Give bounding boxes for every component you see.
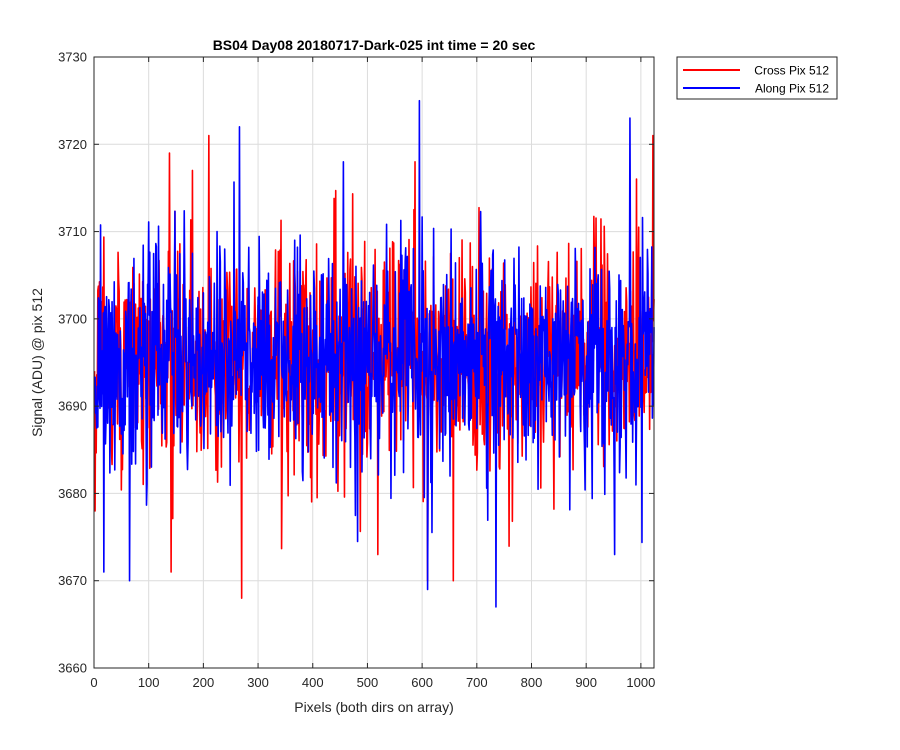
legend-box	[676, 56, 838, 100]
x-axis-title: Pixels (both dirs on array)	[294, 699, 454, 715]
y-tick-label: 3660	[58, 661, 87, 676]
legend-label-along-pix: Along Pix 512	[755, 82, 829, 96]
x-tick-label: 500	[357, 675, 379, 690]
y-axis-title: Signal (ADU) @ pix 512	[29, 288, 45, 437]
y-tick-label: 3720	[58, 137, 87, 152]
axes-box	[93, 56, 655, 669]
y-tick-label: 3730	[58, 50, 87, 65]
x-tick-label: 0	[90, 675, 97, 690]
x-tick-label: 100	[138, 675, 160, 690]
ticks: 0 100 200 300 400 500 600 700 800 900 1000 3660 3670…	[58, 50, 655, 691]
x-tick-label: 300	[247, 675, 269, 690]
y-tick-label: 3680	[58, 486, 87, 501]
series-line-1	[93, 99, 655, 608]
chart-title: BS04 Day08 20180717-Dark-025 int time = …	[213, 37, 536, 53]
y-tick-label: 3700	[58, 311, 87, 326]
x-tick-label: 800	[521, 675, 543, 690]
x-tick-label: 1000	[626, 675, 655, 690]
legend: Cross Pix 512 Along Pix 512	[676, 56, 838, 100]
legend-label-cross-pix: Cross Pix 512	[754, 64, 829, 78]
series-layer	[93, 99, 655, 608]
y-tick-label: 3710	[58, 224, 87, 239]
y-tick-label: 3670	[58, 573, 87, 588]
x-tick-label: 700	[466, 675, 488, 690]
x-tick-label: 900	[575, 675, 597, 690]
y-tick-label: 3690	[58, 399, 87, 414]
x-tick-label: 400	[302, 675, 324, 690]
x-tick-label: 600	[411, 675, 433, 690]
x-tick-label: 200	[193, 675, 215, 690]
